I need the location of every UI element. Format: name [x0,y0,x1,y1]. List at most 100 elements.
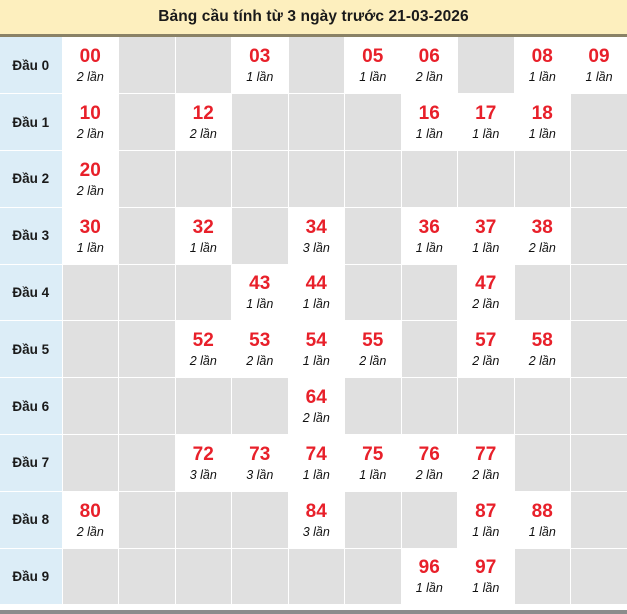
empty-cell-r8-c1 [118,491,176,549]
number-cell-12[interactable]: 12 2 lần [175,93,232,152]
number-cell-32[interactable]: 32 1 lần [175,207,232,265]
number-value: 18 [531,103,553,125]
empty-cell-r1-c4 [288,93,345,152]
occurrence-count: 1 lần [528,69,556,84]
number-value: 54 [305,330,327,352]
empty-cell-r9-c3 [231,548,289,606]
number-cell-87[interactable]: 87 1 lần [457,491,515,549]
occurrence-count: 1 lần [302,467,330,482]
number-cell-38[interactable]: 38 2 lần [514,207,571,265]
occurrence-count: 2 lần [472,297,500,312]
row-label-dau-4: Đầu 4 [0,264,63,322]
occurrence-count: 1 lần [302,297,330,312]
number-value: 53 [249,330,271,352]
number-cell-20[interactable]: 20 2 lần [62,150,119,208]
occurrence-count: 1 lần [359,467,387,482]
occurrence-count: 2 lần [415,69,443,84]
empty-cell-r5-c6 [401,320,458,379]
number-cell-43[interactable]: 43 1 lần [231,264,289,322]
number-cell-55[interactable]: 55 2 lần [344,320,402,379]
number-value: 32 [192,216,214,238]
number-value: 97 [475,557,497,579]
occurrence-count: 2 lần [76,524,104,539]
number-cell-84[interactable]: 84 3 lần [288,491,345,549]
empty-cell-r8-c6 [401,491,458,549]
number-value: 20 [79,159,101,181]
number-cell-08[interactable]: 08 1 lần [514,37,571,95]
occurrence-count: 2 lần [302,410,330,425]
number-value: 12 [192,103,214,125]
number-cell-36[interactable]: 36 1 lần [401,207,458,265]
occurrence-count: 1 lần [472,524,500,539]
number-cell-37[interactable]: 37 1 lần [457,207,515,265]
empty-cell-r5-c0 [62,320,119,379]
number-cell-09[interactable]: 09 1 lần [570,37,627,95]
number-value: 05 [362,45,384,67]
number-cell-97[interactable]: 97 1 lần [457,548,515,606]
page-header: Bảng cầu tính từ 3 ngày trước 21-03-2026 [0,0,627,37]
empty-cell-r1-c1 [118,93,176,152]
number-cell-57[interactable]: 57 2 lần [457,320,515,379]
frequency-table-body: Đầu 0 00 2 lần 03 1 lần 05 1 lần 06 2 lần 08 1 lần… [0,37,627,606]
occurrence-count: 3 lần [302,524,330,539]
empty-cell-r7-c9 [570,434,627,492]
number-cell-54[interactable]: 54 1 lần [288,320,345,379]
occurrence-count: 1 lần [528,126,556,141]
empty-cell-r2-c2 [175,150,232,208]
number-cell-72[interactable]: 72 3 lần [175,434,232,492]
empty-cell-r2-c6 [401,150,458,208]
number-value: 10 [79,103,101,125]
number-cell-73[interactable]: 73 3 lần [231,434,289,492]
number-cell-10[interactable]: 10 2 lần [62,93,119,152]
number-cell-80[interactable]: 80 2 lần [62,491,119,549]
number-value: 08 [531,45,553,67]
row-label-dau-2: Đầu 2 [0,150,63,208]
number-cell-74[interactable]: 74 1 lần [288,434,345,492]
occurrence-count: 1 lần [302,354,330,369]
number-cell-96[interactable]: 96 1 lần [401,548,458,606]
number-cell-64[interactable]: 64 2 lần [288,377,345,436]
number-cell-03[interactable]: 03 1 lần [231,37,289,95]
table-row: Đầu 7 72 3 lần 73 3 lần 74 1 lần 75 1 lần 76 2 lần… [0,434,627,492]
empty-cell-r2-c7 [457,150,515,208]
number-cell-00[interactable]: 00 2 lần [62,37,119,95]
number-cell-17[interactable]: 17 1 lần [457,93,515,152]
occurrence-count: 1 lần [472,126,500,141]
empty-cell-r3-c5 [344,207,402,265]
row-label-dau-1: Đầu 1 [0,93,63,152]
empty-cell-r6-c2 [175,377,232,436]
occurrence-count: 1 lần [472,581,500,596]
number-value: 06 [418,45,440,67]
number-cell-16[interactable]: 16 1 lần [401,93,458,152]
occurrence-count: 1 lần [415,581,443,596]
number-cell-88[interactable]: 88 1 lần [514,491,571,549]
number-cell-52[interactable]: 52 2 lần [175,320,232,379]
number-cell-34[interactable]: 34 3 lần [288,207,345,265]
number-cell-53[interactable]: 53 2 lần [231,320,289,379]
table-row: Đầu 5 52 2 lần 53 2 lần 54 1 lần 55 2 lần 57 2 lần… [0,320,627,379]
number-cell-75[interactable]: 75 1 lần [344,434,402,492]
number-cell-58[interactable]: 58 2 lần [514,320,571,379]
number-cell-44[interactable]: 44 1 lần [288,264,345,322]
number-value: 00 [79,45,101,67]
number-cell-77[interactable]: 77 2 lần [457,434,515,492]
number-cell-06[interactable]: 06 2 lần [401,37,458,95]
table-row: Đầu 6 64 2 lần [0,377,627,436]
number-cell-18[interactable]: 18 1 lần [514,93,571,152]
empty-cell-r6-c8 [514,377,571,436]
occurrence-count: 2 lần [415,467,443,482]
number-value: 72 [192,443,214,465]
empty-cell-r2-c3 [231,150,289,208]
occurrence-count: 1 lần [415,240,443,255]
empty-cell-r2-c4 [288,150,345,208]
number-value: 76 [418,443,440,465]
number-cell-47[interactable]: 47 2 lần [457,264,515,322]
number-cell-30[interactable]: 30 1 lần [62,207,119,265]
number-cell-76[interactable]: 76 2 lần [401,434,458,492]
table-row: Đầu 9 96 1 lần 97 1 lần [0,548,627,606]
frequency-table-container: Đầu 0 00 2 lần 03 1 lần 05 1 lần 06 2 lần 08 1 lần… [0,37,627,614]
occurrence-count: 2 lần [528,240,556,255]
number-cell-05[interactable]: 05 1 lần [344,37,402,95]
empty-cell-r2-c8 [514,150,571,208]
